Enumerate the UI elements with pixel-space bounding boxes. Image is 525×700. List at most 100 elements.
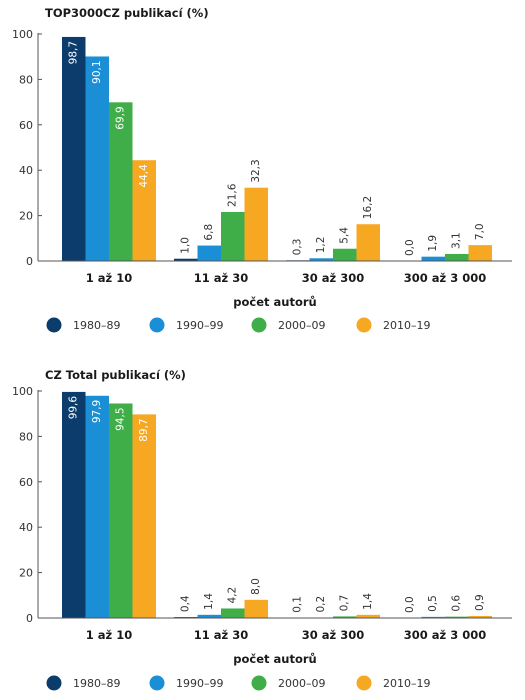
bar-value-label: 89,7	[138, 418, 150, 441]
bar-value-label: 21,6	[227, 183, 239, 207]
legend-label: 2000–09	[278, 677, 326, 690]
bar	[421, 616, 445, 618]
legend-swatch	[251, 675, 267, 691]
chart-title: TOP3000CZ publikací (%)	[45, 6, 209, 20]
legend-swatch	[149, 675, 165, 691]
bar-value-label: 0,6	[451, 595, 463, 612]
legend-label: 1990–99	[176, 319, 224, 332]
y-tick-label: 100	[12, 28, 33, 41]
bar-value-label: 0,9	[474, 594, 486, 611]
legend-label: 2010–19	[383, 677, 431, 690]
x-category-label: 300 až 3 000	[404, 628, 486, 642]
x-category-label: 30 až 300	[302, 628, 364, 642]
legend-label: 1980–89	[73, 319, 121, 332]
bar	[62, 36, 86, 261]
bar-value-label: 3,1	[451, 232, 463, 249]
bar-value-label: 0,5	[427, 595, 439, 612]
bar	[309, 258, 333, 261]
bar-value-label: 16,2	[362, 196, 374, 219]
bar	[132, 160, 156, 261]
bar	[62, 391, 86, 618]
bar	[197, 614, 221, 618]
x-axis-title: počet autorů	[233, 652, 316, 666]
bar	[85, 56, 109, 262]
legend-swatch	[46, 317, 62, 333]
bar-value-label: 1,0	[180, 237, 192, 254]
bar-value-label: 6,8	[203, 224, 215, 241]
bar-value-label: 69,9	[115, 106, 127, 129]
legend: 1980–89 1990–99 2000–09 2010–19	[46, 317, 431, 333]
y-tick-label: 100	[12, 385, 33, 398]
x-category-label: 1 až 10	[86, 271, 132, 285]
y-tick-label: 40	[19, 521, 33, 534]
x-category-label: 30 až 300	[302, 271, 364, 285]
bar-value-label: 0,1	[292, 596, 304, 613]
bar	[421, 256, 445, 261]
bar-value-label: 44,4	[138, 164, 150, 188]
bar	[356, 224, 380, 261]
legend-label: 1990–99	[176, 677, 224, 690]
bar	[221, 608, 245, 618]
chart-2: CZ Total publikací (%) 0 20 40 60 80 100 99,6 0,…	[12, 368, 512, 691]
legend-swatch	[149, 317, 165, 333]
y-tick-label: 0	[26, 612, 33, 625]
bar	[132, 414, 156, 618]
bar-value-label: 0,0	[404, 239, 416, 256]
bar	[445, 616, 469, 618]
legend-label: 2010–19	[383, 319, 431, 332]
y-tick-label: 60	[19, 119, 33, 132]
x-axis-title: počet autorů	[233, 295, 316, 309]
bar-value-label: 32,3	[250, 159, 262, 182]
y-tick-label: 40	[19, 164, 33, 177]
bar	[221, 211, 245, 261]
bar-value-label: 90,1	[91, 60, 103, 83]
y-tick-label: 20	[19, 210, 33, 223]
bar-value-label: 5,4	[339, 227, 351, 244]
bar-value-label: 1,2	[315, 237, 327, 254]
bar	[244, 187, 268, 261]
legend: 1980–89 1990–99 2000–09 2010–19	[46, 675, 431, 691]
bar	[445, 253, 469, 261]
bar	[356, 614, 380, 618]
x-category-label: 11 až 30	[194, 628, 248, 642]
bar	[468, 615, 492, 618]
bar	[109, 102, 133, 262]
y-tick-label: 20	[19, 567, 33, 580]
bar-value-label: 1,4	[362, 593, 374, 610]
bar-value-label: 7,0	[474, 223, 486, 240]
bar-value-label: 97,9	[91, 400, 103, 423]
bar	[468, 245, 492, 261]
bar	[244, 599, 268, 618]
bar	[109, 403, 133, 618]
x-category-label: 300 až 3 000	[404, 271, 486, 285]
bar-value-label: 0,2	[315, 596, 327, 613]
bar-value-label: 0,4	[180, 595, 192, 612]
legend-swatch	[356, 317, 372, 333]
bar-value-label: 0,0	[404, 596, 416, 613]
bar	[197, 245, 221, 261]
bar	[174, 258, 198, 261]
bar-value-label: 8,0	[250, 578, 262, 595]
bar	[85, 395, 109, 618]
legend-swatch	[356, 675, 372, 691]
legend-swatch	[46, 675, 62, 691]
y-tick-label: 0	[26, 255, 33, 268]
bar-value-label: 94,5	[115, 407, 127, 430]
bar-value-label: 99,6	[68, 396, 80, 420]
bar	[333, 616, 357, 618]
y-tick-label: 60	[19, 476, 33, 489]
bar-value-label: 98,7	[68, 41, 80, 64]
y-tick-label: 80	[19, 430, 33, 443]
bar-value-label: 1,4	[203, 593, 215, 610]
legend-label: 1980–89	[73, 677, 121, 690]
bar-value-label: 0,7	[339, 595, 351, 612]
legend-swatch	[251, 317, 267, 333]
bar-value-label: 4,2	[227, 587, 239, 604]
y-tick-label: 80	[19, 73, 33, 86]
bar-value-label: 1,9	[427, 235, 439, 252]
chart-title: CZ Total publikací (%)	[45, 368, 186, 382]
bar	[333, 248, 357, 261]
x-category-label: 11 až 30	[194, 271, 248, 285]
x-category-label: 1 až 10	[86, 628, 132, 642]
